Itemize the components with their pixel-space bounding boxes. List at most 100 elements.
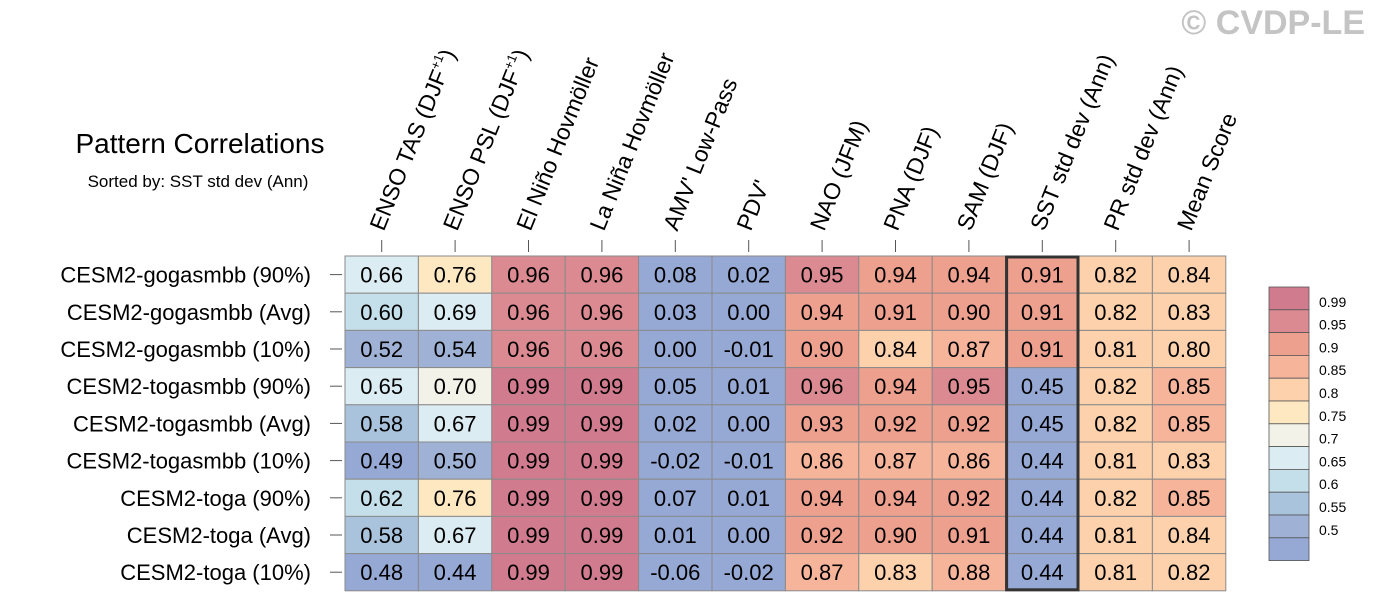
heatmap-cell (564, 478, 640, 517)
heatmap-cell (491, 478, 566, 517)
colorbar-swatch (1268, 514, 1310, 539)
colorbar-swatch (1268, 286, 1310, 311)
column-labels: ENSO TAS (DJF+1)ENSO PSL (DJF+1)El Niño … (364, 45, 1243, 252)
cell-value-label: 0.99 (507, 374, 550, 399)
colorbar-swatch (1268, 446, 1310, 470)
cell-value-label: -0.01 (724, 449, 774, 474)
colorbar-swatch (1268, 423, 1310, 447)
cell-value-label: 0.96 (580, 337, 623, 362)
heatmap-cell (564, 404, 640, 443)
heatmap-cell (491, 515, 566, 555)
heatmap-cell (784, 553, 860, 592)
cell-value-label: 0.94 (874, 263, 917, 288)
colorbar-label: 0.65 (1319, 453, 1346, 469)
cell-value-label: 0.82 (1094, 374, 1137, 399)
heatmap-cell (1005, 255, 1080, 294)
heatmap-cell (931, 329, 1007, 369)
cell-value-label: 0.96 (507, 300, 550, 325)
cell-value-label: 0.85 (1168, 486, 1211, 511)
row-labels: CESM2-gogasmbb (90%) CESM2-gogasmbb (Avg)… (60, 263, 342, 585)
heatmap-cell (711, 292, 786, 331)
heatmap-cell (344, 292, 419, 331)
cell-value-label: 0.99 (580, 486, 623, 511)
cell-value-label: 0.96 (580, 300, 623, 325)
heatmap-cell (638, 553, 713, 592)
cell-value-label: 0.05 (654, 374, 697, 399)
cell-value-label: 0.83 (1168, 449, 1211, 474)
colorbar-swatch (1268, 377, 1310, 402)
heatmap-cell (931, 255, 1007, 294)
row-label: CESM2-togasmbb (10%) (66, 449, 311, 474)
cell-value-label: 0.99 (507, 449, 550, 474)
cell-value-label: 0.62 (360, 486, 403, 511)
cell-value-label: -0.02 (724, 560, 774, 585)
cell-value-label: 0.90 (947, 300, 990, 325)
heatmap-cell (858, 255, 933, 294)
cell-value-label: 0.84 (1168, 523, 1211, 548)
watermark: © CVDP-LE (1181, 4, 1365, 42)
heatmap-cell (1151, 255, 1227, 294)
heatmap-cell (931, 441, 1007, 480)
colorbar-swatch (1268, 468, 1310, 493)
heatmap-cell (711, 515, 786, 555)
colorbar-label: 0.6 (1319, 476, 1339, 492)
heatmap-cell (638, 255, 713, 294)
cell-value-label: 0.44 (1021, 560, 1064, 585)
cell-value-label: 0.02 (727, 263, 770, 288)
cell-value-label: 0.94 (874, 374, 917, 399)
cell-value-label: 0.99 (507, 486, 550, 511)
cell-value-label: 0.45 (1021, 374, 1064, 399)
cell-value-label: 0.87 (947, 337, 990, 362)
row-label: CESM2-gogasmbb (10%) (60, 337, 311, 362)
cell-value-label: 0.66 (360, 263, 403, 288)
cell-value-label: 0.00 (727, 411, 770, 436)
cell-value-label: 0.82 (1094, 300, 1137, 325)
cell-value-label: 0.44 (1021, 523, 1064, 548)
heatmap-cell (858, 515, 933, 555)
heatmap-cell (1151, 553, 1227, 592)
heatmap-cell (784, 404, 860, 443)
cell-value-label: 0.02 (654, 411, 697, 436)
cell-value-label: 0.90 (874, 523, 917, 548)
heatmap-cell (417, 478, 493, 517)
sorted-column-highlight (1005, 255, 1080, 592)
row-label: CESM2-gogasmbb (Avg) (67, 300, 311, 325)
cell-value-label: 0.00 (727, 300, 770, 325)
heatmap-cell (491, 367, 566, 406)
heatmap-cell (344, 367, 419, 406)
colorbar-swatch (1268, 537, 1310, 561)
heatmap-cell (1005, 553, 1080, 592)
cell-value-label: 0.60 (360, 300, 403, 325)
cell-value-label: 0.58 (360, 411, 403, 436)
cell-value-label: 0.44 (434, 560, 477, 585)
cell-value-label: 0.69 (434, 300, 477, 325)
cell-value-label: -0.02 (650, 449, 700, 474)
cell-value-label: 0.82 (1094, 263, 1137, 288)
heatmap-cell (784, 329, 860, 369)
cell-value-label: 0.44 (1021, 449, 1064, 474)
cell-value-label: 0.86 (947, 449, 990, 474)
cell-value-label: 0.00 (654, 337, 697, 362)
heatmap-cell (931, 292, 1007, 331)
column-label: Mean Score (1172, 109, 1243, 234)
heatmap-cell (491, 441, 566, 480)
heatmap-cell (1151, 367, 1227, 406)
cell-value-label: 0.82 (1094, 411, 1137, 436)
cell-value-label: 0.83 (1168, 300, 1211, 325)
cell-value-label: 0.83 (874, 560, 917, 585)
cell-value-label: 0.99 (580, 374, 623, 399)
column-label: El Niño Hovmöller (511, 53, 604, 234)
heatmap-cell (711, 367, 786, 406)
colorbar-label: 0.85 (1319, 362, 1346, 378)
cell-value-label: 0.50 (434, 449, 477, 474)
cell-value-label: 0.48 (360, 560, 403, 585)
cell-value-label: 0.01 (654, 523, 697, 548)
cell-value-label: 0.94 (947, 263, 990, 288)
column-label: SAM (DJF) (951, 119, 1018, 234)
colorbar: 0.99 0.95 0.9 0.85 0.8 0.75 0.7 0.65 0.6 0.55 0.5 (1268, 286, 1346, 561)
cell-value-label: 0.94 (801, 486, 844, 511)
cell-value-label: 0.99 (580, 449, 623, 474)
colorbar-swatch (1268, 491, 1310, 516)
